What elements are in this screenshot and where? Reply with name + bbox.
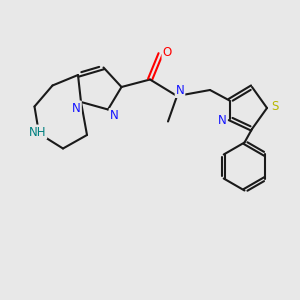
Text: N: N (110, 109, 118, 122)
Text: N: N (176, 84, 184, 97)
Text: O: O (163, 46, 172, 59)
Text: N: N (72, 101, 81, 115)
Text: NH: NH (29, 125, 46, 139)
Text: S: S (272, 100, 279, 113)
Text: N: N (218, 113, 226, 127)
